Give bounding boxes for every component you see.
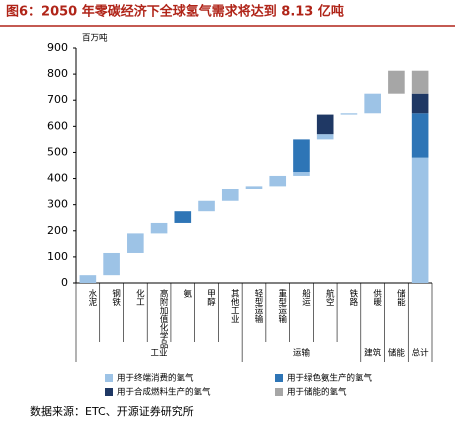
bar-segment [127, 233, 144, 253]
x-tick-label: 铁路 [348, 288, 358, 307]
group-label: 储能 [388, 348, 406, 359]
x-tick-label: 水泥 [87, 288, 97, 307]
bar-segment [316, 134, 334, 140]
legend-swatch [275, 388, 283, 396]
y-tick-label: 900 [47, 41, 68, 54]
x-tick-label: 甲醇 [206, 289, 216, 307]
bar-segment [269, 175, 287, 187]
bar-segment [150, 222, 168, 234]
source: 数据来源：ETC、开源证券研究所 [30, 404, 194, 418]
bar-segment [103, 252, 120, 276]
y-tick-label: 0 [61, 276, 68, 289]
x-tick-label: 储能 [395, 288, 405, 307]
y-axis-label: 百万吨 [82, 33, 108, 44]
x-tick-label: 化工 [134, 288, 144, 306]
legend-swatch [275, 374, 283, 382]
bar-segment [411, 70, 429, 94]
y-tick-label: 400 [47, 172, 68, 185]
legend-label: 用于合成燃料生产的氢气 [117, 387, 211, 398]
y-tick-label: 500 [47, 145, 68, 158]
bar-segment [411, 113, 429, 158]
legend-swatch [105, 374, 113, 382]
bar-segment [411, 93, 429, 114]
bar-segment [411, 157, 429, 283]
group-label: 工业 [151, 348, 168, 359]
x-tick-label: 其他工业 [229, 289, 239, 323]
chart-title: 图6：2050 年零碳经济下全球氢气需求将达到 8.13 亿吨 [6, 4, 344, 20]
x-tick-label: 船运 [300, 288, 310, 307]
bar-segment [221, 189, 239, 201]
y-tick-label: 800 [47, 67, 68, 80]
bar-segment [174, 211, 192, 223]
x-tick-label: 轻型运输 [253, 288, 263, 324]
bar-segment [388, 70, 405, 94]
legend-label: 用于终端消费的氢气 [117, 373, 194, 384]
x-tick-label: 供暖 [372, 288, 382, 307]
y-tick-label: 100 [47, 250, 68, 263]
x-tick-label: 钢铁 [111, 288, 121, 307]
group-label: 总计 [412, 348, 430, 359]
x-tick-label: 重型运输 [277, 288, 287, 324]
bar-segment [364, 93, 381, 114]
y-tick-label: 200 [47, 224, 68, 237]
bar-segment [79, 275, 97, 283]
bar-segment [293, 172, 310, 176]
legend-label: 用于储能的氢气 [287, 387, 347, 398]
bar-segment [293, 139, 310, 173]
bar-segment [316, 114, 334, 135]
x-tick-label: 高附加值化学品 [158, 288, 168, 349]
x-tick-label: 氨 [182, 288, 192, 298]
y-tick-label: 300 [47, 198, 68, 211]
legend-label: 用于绿色氨生产的氢气 [287, 373, 373, 384]
bar-segment [340, 113, 358, 115]
legend-swatch [105, 388, 113, 396]
y-tick-label: 600 [47, 119, 68, 132]
y-tick-label: 700 [47, 93, 68, 106]
group-label: 运输 [293, 348, 311, 359]
group-label: 建筑 [364, 348, 382, 359]
x-tick-label: 航空 [324, 288, 334, 306]
bar-segment [198, 200, 215, 212]
bar-segment [245, 186, 263, 189]
